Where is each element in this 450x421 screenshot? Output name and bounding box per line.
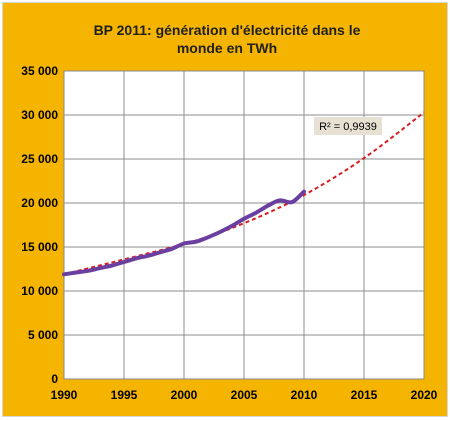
x-tick-label: 1990 bbox=[51, 388, 78, 402]
y-tick-label: 5 000 bbox=[28, 328, 58, 342]
x-tick-label: 2005 bbox=[231, 388, 258, 402]
x-tick-label: 2000 bbox=[171, 388, 198, 402]
x-axis-ticks: 1990 1995 2000 2005 2010 2015 2020 bbox=[51, 388, 438, 402]
grid bbox=[64, 71, 424, 379]
y-tick-label: 10 000 bbox=[21, 284, 58, 298]
chart-title-line-1: BP 2011: génération d'électricité dans l… bbox=[94, 22, 361, 38]
x-tick-label: 1995 bbox=[111, 388, 138, 402]
x-tick-label: 2020 bbox=[411, 388, 438, 402]
chart-title-line-2: monde en TWh bbox=[177, 40, 277, 56]
y-tick-label: 0 bbox=[51, 372, 58, 386]
y-axis-ticks: 0 5 000 10 000 15 000 20 000 25 000 30 000 35 0… bbox=[21, 64, 58, 386]
x-tick-label: 2010 bbox=[291, 388, 318, 402]
r2-label: R² = 0,9939 bbox=[319, 121, 377, 133]
x-tick-label: 2015 bbox=[351, 388, 378, 402]
trendline bbox=[63, 111, 425, 276]
y-tick-label: 35 000 bbox=[21, 64, 58, 78]
series-line bbox=[62, 189, 306, 277]
y-tick-label: 15 000 bbox=[21, 240, 58, 254]
y-tick-label: 30 000 bbox=[21, 108, 58, 122]
y-tick-label: 20 000 bbox=[21, 196, 58, 210]
r2-label-box bbox=[314, 117, 382, 135]
y-tick-label: 25 000 bbox=[21, 152, 58, 166]
